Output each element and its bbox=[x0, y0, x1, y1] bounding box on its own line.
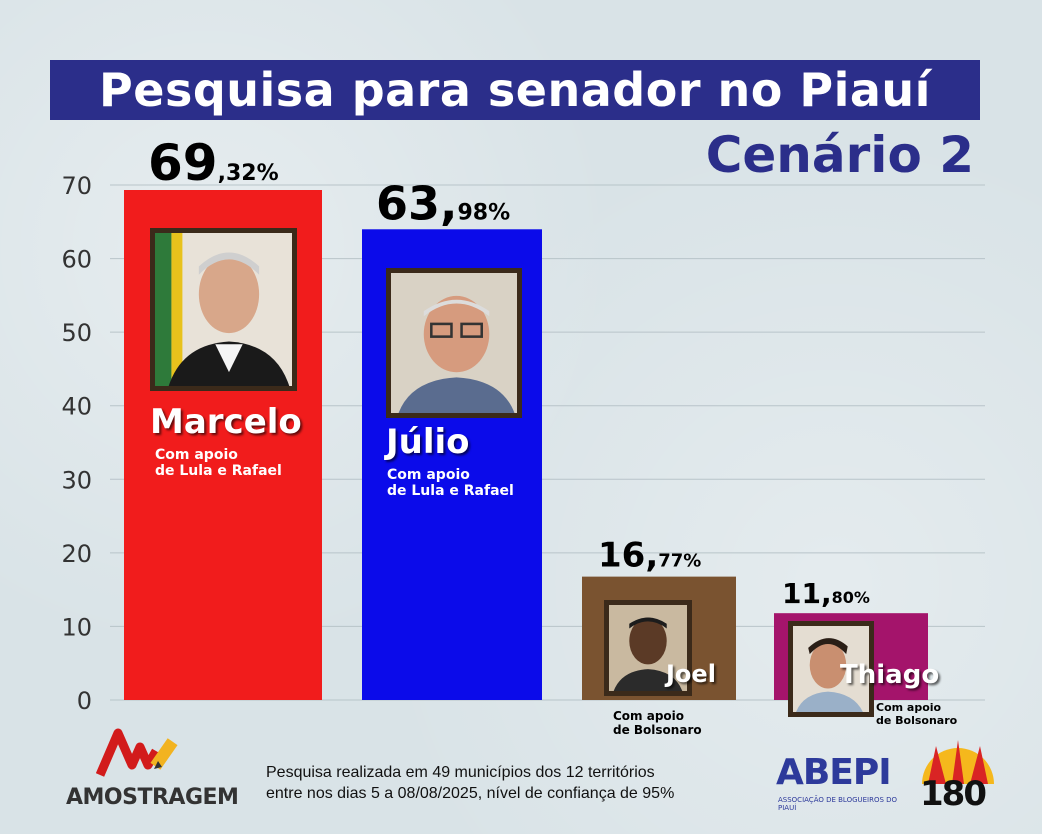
sun-rays-icon bbox=[922, 740, 994, 784]
chart-subtitle: Cenário 2 bbox=[705, 126, 974, 184]
abepi-subtitle: ASSOCIAÇÃO DE BLOGUEIROS DO PIAUÍ bbox=[778, 796, 898, 812]
survey-note: Pesquisa realizada em 49 municípios dos … bbox=[266, 762, 674, 804]
candidate-support-thiago-1: Com apoio bbox=[876, 701, 942, 714]
candidate-support-marcelo-2: de Lula e Rafael bbox=[155, 463, 282, 479]
data-label: 16,77% bbox=[598, 536, 701, 576]
data-label: 69,32% bbox=[148, 134, 279, 192]
candidate-name-julio: Júlio bbox=[386, 422, 470, 462]
chart-title: Pesquisa para senador no Piauí bbox=[50, 60, 980, 120]
candidate-support-joel-1: Com apoio bbox=[613, 709, 685, 723]
candidate-support-julio-1: Com apoio bbox=[387, 467, 470, 483]
candidate-photo-marcelo bbox=[150, 228, 297, 391]
abepi-wordmark: ABEPI bbox=[776, 752, 892, 793]
candidate-name-joel: Joel bbox=[666, 660, 716, 688]
candidate-photo-thiago bbox=[788, 621, 874, 717]
survey-note-line1: Pesquisa realizada em 49 municípios dos … bbox=[266, 764, 655, 781]
candidate-support-thiago-2: de Bolsonaro bbox=[876, 714, 958, 727]
candidate-photo-julio bbox=[386, 268, 522, 418]
y-tick-label: 70 bbox=[61, 172, 92, 200]
abepi-logo: ABEPI ASSOCIAÇÃO DE BLOGUEIROS DO PIAUÍ bbox=[776, 752, 906, 814]
candidate-support-julio-2: de Lula e Rafael bbox=[387, 483, 514, 499]
logo-180: 180 bbox=[918, 738, 998, 814]
candidate-photo-joel bbox=[604, 600, 692, 696]
candidate-name-thiago: Thiago bbox=[840, 660, 940, 690]
amostragem-logo: AMOSTRAGEM bbox=[66, 725, 251, 810]
logo-180-number: 180 bbox=[920, 774, 987, 814]
survey-note-line2: entre nos dias 5 a 08/08/2025, nível de … bbox=[266, 785, 675, 802]
y-tick-label: 10 bbox=[61, 613, 92, 641]
data-label: 11,80% bbox=[782, 577, 870, 610]
y-tick-label: 0 bbox=[77, 687, 92, 715]
amostragem-mark-icon bbox=[96, 728, 178, 777]
data-label: 63,98% bbox=[376, 176, 510, 230]
y-tick-label: 50 bbox=[61, 319, 92, 347]
y-tick-label: 60 bbox=[61, 246, 92, 274]
y-tick-label: 20 bbox=[61, 540, 92, 568]
candidate-support-marcelo-1: Com apoio bbox=[155, 447, 238, 463]
y-tick-label: 30 bbox=[61, 466, 92, 494]
y-tick-label: 40 bbox=[61, 393, 92, 421]
candidate-name-marcelo: Marcelo bbox=[150, 402, 302, 442]
amostragem-wordmark: AMOSTRAGEM bbox=[66, 785, 239, 810]
candidate-support-joel-2: de Bolsonaro bbox=[613, 723, 702, 737]
